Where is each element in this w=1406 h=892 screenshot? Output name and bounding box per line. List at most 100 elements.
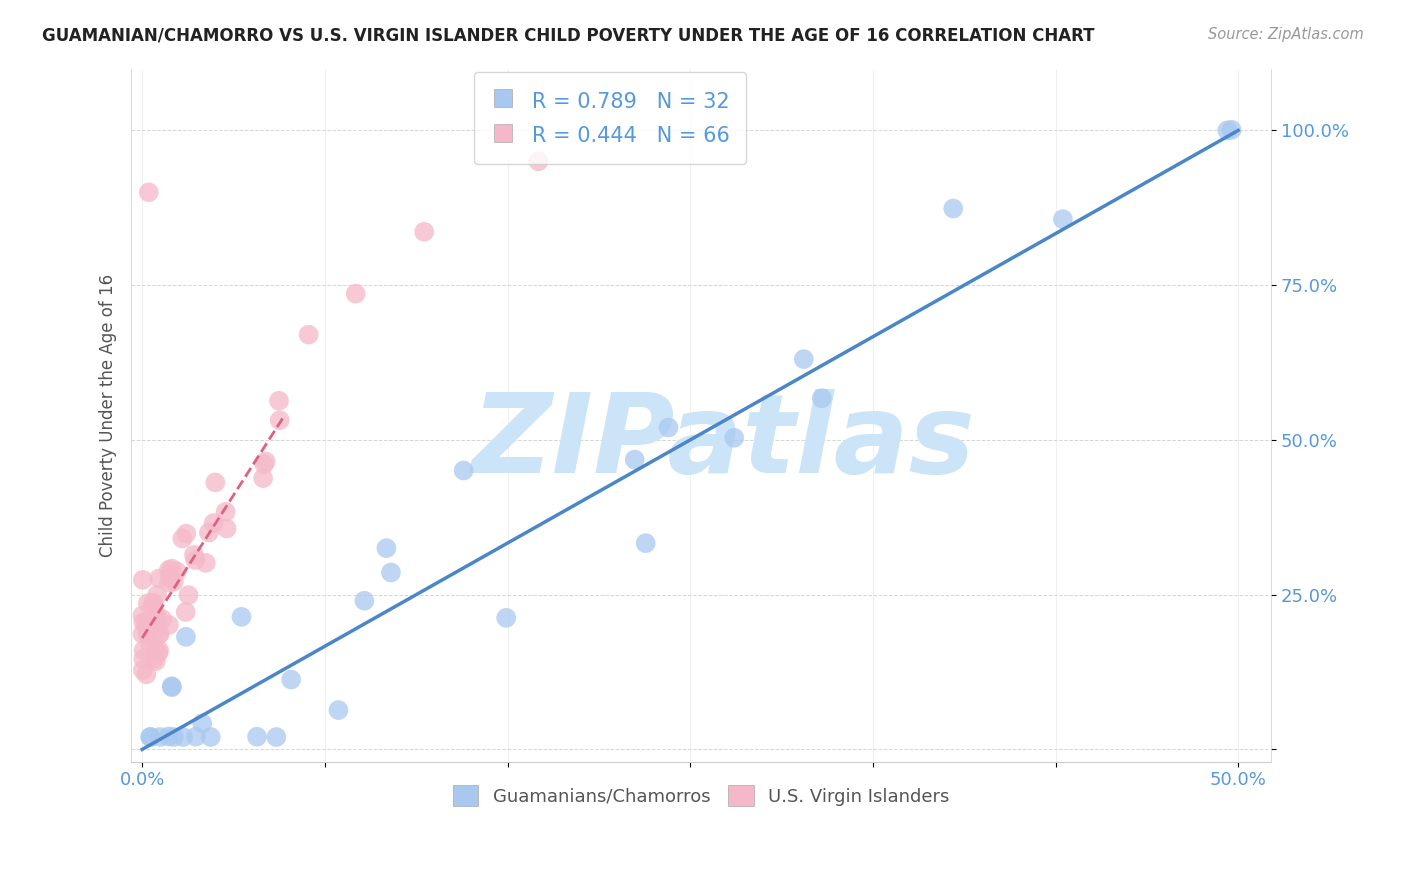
Point bbox=[231, 610, 253, 624]
Point bbox=[146, 588, 169, 602]
Point bbox=[657, 420, 679, 434]
Point bbox=[202, 516, 225, 530]
Point bbox=[174, 526, 197, 541]
Point bbox=[328, 703, 350, 717]
Y-axis label: Child Poverty Under the Age of 16: Child Poverty Under the Age of 16 bbox=[100, 274, 117, 557]
Point bbox=[184, 730, 207, 744]
Point bbox=[623, 452, 645, 467]
Point bbox=[215, 522, 238, 536]
Point bbox=[142, 597, 165, 611]
Point bbox=[353, 593, 375, 607]
Point bbox=[160, 561, 183, 575]
Point bbox=[810, 391, 832, 405]
Point bbox=[145, 654, 167, 668]
Point bbox=[142, 599, 165, 613]
Point bbox=[375, 541, 398, 555]
Point bbox=[194, 556, 217, 570]
Point bbox=[413, 225, 436, 239]
Point bbox=[139, 624, 162, 638]
Point bbox=[142, 612, 165, 626]
Point bbox=[198, 525, 221, 540]
Point bbox=[344, 286, 367, 301]
Point bbox=[157, 730, 180, 744]
Point bbox=[132, 663, 155, 677]
Point bbox=[163, 574, 186, 589]
Point bbox=[148, 646, 170, 660]
Point bbox=[149, 730, 172, 744]
Point bbox=[143, 609, 166, 624]
Point bbox=[139, 730, 162, 744]
Point bbox=[200, 730, 222, 744]
Point bbox=[145, 611, 167, 625]
Point bbox=[136, 624, 159, 638]
Point bbox=[135, 615, 157, 630]
Point bbox=[1052, 212, 1074, 227]
Point bbox=[163, 730, 186, 744]
Point bbox=[204, 475, 226, 490]
Point bbox=[793, 352, 815, 367]
Point bbox=[143, 643, 166, 657]
Point bbox=[157, 575, 180, 590]
Point bbox=[298, 327, 321, 342]
Point bbox=[1220, 122, 1243, 136]
Point bbox=[267, 393, 290, 408]
Point bbox=[269, 413, 291, 427]
Point bbox=[252, 471, 274, 485]
Point bbox=[174, 605, 197, 619]
Point bbox=[177, 588, 200, 602]
Point bbox=[495, 611, 517, 625]
Point bbox=[634, 536, 657, 550]
Point bbox=[148, 571, 170, 585]
Point bbox=[174, 630, 197, 644]
Point bbox=[266, 730, 288, 744]
Point bbox=[280, 673, 302, 687]
Point bbox=[246, 730, 269, 744]
Point bbox=[453, 463, 475, 477]
Point bbox=[172, 532, 194, 546]
Point bbox=[157, 618, 180, 632]
Point bbox=[160, 679, 183, 693]
Point bbox=[527, 154, 550, 169]
Point bbox=[132, 643, 155, 657]
Point bbox=[139, 638, 162, 652]
Point bbox=[184, 553, 207, 567]
Point bbox=[148, 628, 170, 642]
Point bbox=[146, 621, 169, 635]
Point bbox=[136, 596, 159, 610]
Point bbox=[214, 505, 236, 519]
Point bbox=[131, 627, 153, 641]
Text: GUAMANIAN/CHAMORRO VS U.S. VIRGIN ISLANDER CHILD POVERTY UNDER THE AGE OF 16 COR: GUAMANIAN/CHAMORRO VS U.S. VIRGIN ISLAND… bbox=[42, 27, 1095, 45]
Point bbox=[132, 615, 155, 630]
Text: Source: ZipAtlas.com: Source: ZipAtlas.com bbox=[1208, 27, 1364, 42]
Point bbox=[136, 627, 159, 641]
Point bbox=[142, 596, 165, 610]
Text: ZIPatlas: ZIPatlas bbox=[472, 390, 976, 496]
Point bbox=[149, 626, 172, 640]
Point bbox=[183, 548, 205, 562]
Point bbox=[132, 652, 155, 666]
Point bbox=[172, 730, 194, 744]
Point bbox=[253, 457, 276, 471]
Point bbox=[191, 716, 214, 731]
Point bbox=[166, 565, 188, 579]
Point bbox=[132, 573, 155, 587]
Point bbox=[150, 612, 173, 626]
Point bbox=[942, 202, 965, 216]
Point bbox=[254, 454, 277, 468]
Point bbox=[138, 625, 160, 640]
Point bbox=[160, 680, 183, 694]
Point bbox=[148, 643, 170, 657]
Point bbox=[139, 730, 162, 744]
Point bbox=[135, 617, 157, 632]
Point bbox=[131, 608, 153, 623]
Point bbox=[139, 619, 162, 633]
Point bbox=[1216, 123, 1239, 137]
Point bbox=[159, 571, 181, 585]
Point bbox=[143, 651, 166, 665]
Point bbox=[145, 621, 167, 635]
Point bbox=[157, 563, 180, 577]
Point bbox=[138, 186, 160, 200]
Legend: Guamanians/Chamorros, U.S. Virgin Islanders: Guamanians/Chamorros, U.S. Virgin Island… bbox=[444, 776, 959, 815]
Point bbox=[135, 667, 157, 681]
Point bbox=[138, 628, 160, 642]
